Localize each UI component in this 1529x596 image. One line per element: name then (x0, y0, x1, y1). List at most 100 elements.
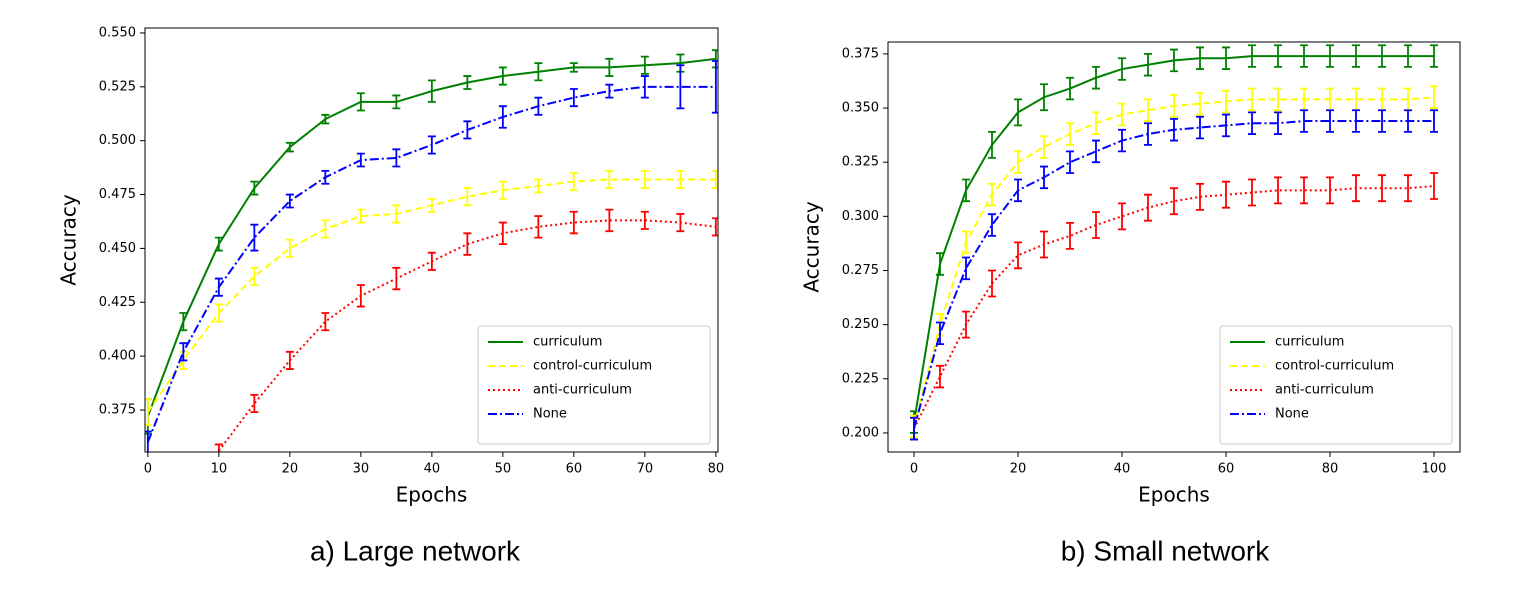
error-bar (1352, 44, 1360, 68)
error-bar (988, 130, 996, 159)
error-bar (1170, 187, 1178, 216)
legend-label: control-curriculum (533, 359, 652, 374)
error-bar (1222, 113, 1230, 138)
error-bar (1248, 44, 1256, 68)
error-bar (250, 266, 259, 286)
error-bar (463, 75, 472, 90)
legend-label: control-curriculum (1275, 359, 1394, 374)
y-tick-label: 0.500 (99, 133, 136, 148)
error-bar (1092, 66, 1100, 90)
error-bar (1274, 111, 1282, 135)
x-tick-label: 40 (1114, 462, 1131, 477)
error-bar (1326, 109, 1334, 133)
error-bar (534, 215, 543, 239)
caption: a) Large network (310, 535, 521, 566)
chart: 0.375 0.400 0.425 0.450 0.475 0.500 0.525 0.550… (57, 25, 725, 566)
x-axis-label: Epochs (396, 483, 468, 507)
error-bar (640, 55, 649, 75)
error-bar (285, 350, 294, 370)
error-bar (285, 141, 294, 153)
error-bar (427, 197, 436, 213)
error-bar (569, 88, 578, 108)
error-bar (605, 83, 614, 99)
error-bar (1248, 87, 1256, 112)
y-tick-label: 0.200 (842, 425, 879, 440)
error-bar (1040, 135, 1048, 159)
error-bar (1118, 202, 1126, 231)
legend: curriculum control-curriculum anti-curricu… (1219, 325, 1453, 445)
error-bar (1248, 178, 1256, 207)
error-bar (676, 213, 685, 233)
x-tick-label: 20 (282, 462, 299, 477)
y-tick-label: 0.475 (99, 187, 136, 202)
x-tick-label: 0 (144, 462, 152, 477)
error-bar (463, 120, 472, 140)
error-bar (569, 62, 578, 73)
legend-label: anti-curriculum (533, 383, 632, 398)
error-bar (605, 169, 614, 189)
x-tick-label: 60 (1218, 462, 1235, 477)
error-bar (605, 208, 614, 233)
error-bar (1170, 48, 1178, 73)
error-bar (1222, 89, 1230, 114)
legend-box (1219, 325, 1453, 445)
chart: 0.200 0.225 0.250 0.275 0.300 0.325 0.350 0.375… (800, 41, 1461, 566)
error-bar (427, 79, 436, 103)
error-bar (988, 182, 996, 207)
y-tick-label: 0.325 (842, 155, 879, 170)
x-tick-label: 50 (495, 462, 512, 477)
y-tick-label: 0.225 (842, 371, 879, 386)
error-bar (1014, 241, 1022, 270)
plot-area (910, 44, 1438, 441)
error-bar (498, 66, 507, 86)
legend-box (477, 325, 711, 445)
error-bar (1404, 44, 1412, 68)
error-bar (936, 321, 944, 346)
error-bar (1092, 211, 1100, 239)
error-bar (569, 210, 578, 235)
error-bar (1040, 165, 1048, 190)
error-bar (1066, 150, 1074, 174)
error-bar (214, 236, 223, 252)
error-bar (321, 312, 330, 332)
error-bar (214, 277, 223, 297)
error-bar (1118, 128, 1126, 153)
error-bar (1144, 193, 1152, 222)
error-bar (321, 169, 330, 185)
legend-label: curriculum (533, 335, 602, 350)
x-tick-label: 70 (637, 462, 654, 477)
error-bar (1196, 115, 1204, 140)
error-bar (1040, 230, 1048, 259)
error-bar (356, 284, 365, 308)
error-bar (463, 187, 472, 207)
error-bar (427, 251, 436, 271)
error-bar (179, 312, 188, 332)
x-axis-label: Epochs (1138, 483, 1210, 507)
error-bar (962, 230, 970, 255)
y-axis-label: Accuracy (57, 194, 81, 285)
caption: b) Small network (1061, 535, 1271, 566)
error-bar (250, 180, 259, 196)
error-bar (356, 152, 365, 168)
x-tick-label: 0 (910, 462, 918, 477)
y-tick-label: 0.275 (842, 263, 879, 278)
error-bar (1326, 44, 1334, 68)
error-bar (1248, 111, 1256, 135)
error-bar (285, 193, 294, 209)
plot-frame (887, 41, 1461, 453)
error-bar (1118, 102, 1126, 127)
error-bar (1300, 176, 1308, 205)
plot-area (145, 49, 718, 452)
error-bar (1378, 174, 1386, 203)
error-bar (1300, 44, 1308, 68)
error-bar (1196, 91, 1204, 116)
error-bar (569, 172, 578, 192)
error-bar (1352, 174, 1360, 203)
error-bar (1144, 122, 1152, 146)
y-tick-label: 0.375 (842, 46, 879, 61)
y-tick-label: 0.550 (99, 25, 136, 40)
error-bar (285, 238, 294, 258)
error-bar (936, 364, 944, 389)
